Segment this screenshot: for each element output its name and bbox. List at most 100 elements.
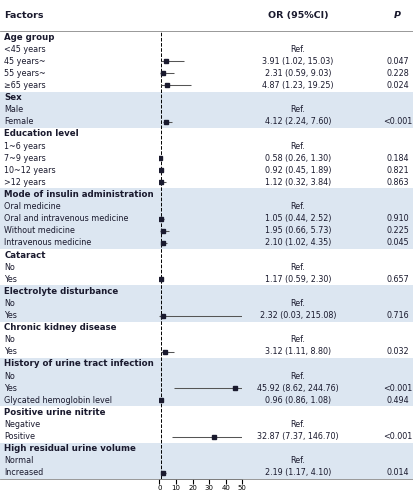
Text: Ref.: Ref. [290,262,305,272]
Text: Factors: Factors [4,11,43,20]
Bar [0,310,413,322]
Text: Education level: Education level [4,130,78,138]
Text: P: P [393,11,400,20]
Bar [0,455,413,467]
Bar [0,92,413,104]
Text: 0.716: 0.716 [385,311,408,320]
Text: Positive: Positive [4,432,35,441]
Bar [0,200,413,212]
Text: 1.95 (0.66, 5.73): 1.95 (0.66, 5.73) [264,226,330,235]
Text: 2.31 (0.59, 9.03): 2.31 (0.59, 9.03) [264,69,330,78]
Text: 1~6 years: 1~6 years [4,142,45,150]
Text: 3.91 (1.02, 15.03): 3.91 (1.02, 15.03) [262,57,333,66]
Bar [0,116,413,128]
Text: 0.032: 0.032 [385,348,408,356]
Bar [0,382,413,394]
Text: 2.32 (0.03, 215.08): 2.32 (0.03, 215.08) [259,311,335,320]
Text: 32.87 (7.37, 146.70): 32.87 (7.37, 146.70) [256,432,338,441]
Bar [0,394,413,406]
Text: >12 years: >12 years [4,178,46,187]
Text: Female: Female [4,118,33,126]
Text: Ref.: Ref. [290,456,305,466]
Text: 0.910: 0.910 [385,214,408,223]
Text: Ref.: Ref. [290,372,305,380]
Text: 0.863: 0.863 [385,178,408,187]
Text: Electrolyte disturbance: Electrolyte disturbance [4,287,118,296]
Text: 0.821: 0.821 [385,166,408,174]
Text: Negative: Negative [4,420,40,429]
Text: Age group: Age group [4,32,55,42]
Text: OR (95%CI): OR (95%CI) [267,11,328,20]
Bar [0,442,413,455]
Text: Oral medicine: Oral medicine [4,202,61,211]
Text: No: No [4,299,15,308]
Bar [0,286,413,298]
Bar [0,188,413,200]
Text: 45.92 (8.62, 244.76): 45.92 (8.62, 244.76) [256,384,338,392]
Text: 4.87 (1.23, 19.25): 4.87 (1.23, 19.25) [261,81,333,90]
Text: History of urine tract infection: History of urine tract infection [4,360,154,368]
Bar [0,224,413,237]
Text: 0.184: 0.184 [385,154,408,162]
Text: ≥65 years: ≥65 years [4,81,46,90]
Text: Chronic kidney disease: Chronic kidney disease [4,323,116,332]
Text: 0.225: 0.225 [385,226,408,235]
Text: 10~12 years: 10~12 years [4,166,56,174]
Text: <0.001: <0.001 [382,384,411,392]
Text: 0.657: 0.657 [385,274,408,283]
Text: 0.92 (0.45, 1.89): 0.92 (0.45, 1.89) [264,166,330,174]
Text: Intravenous medicine: Intravenous medicine [4,238,91,248]
Bar [0,467,413,479]
Text: Ref.: Ref. [290,44,305,54]
Text: No: No [4,372,15,380]
Text: <45 years: <45 years [4,44,46,54]
Text: Yes: Yes [4,274,17,283]
Text: 0.014: 0.014 [385,468,408,477]
Text: Ref.: Ref. [290,142,305,150]
Text: Sex: Sex [4,93,22,102]
Bar [0,298,413,310]
Text: Yes: Yes [4,311,17,320]
Bar [0,370,413,382]
Text: Normal: Normal [4,456,33,466]
Text: <0.001: <0.001 [382,118,411,126]
Text: 1.12 (0.32, 3.84): 1.12 (0.32, 3.84) [264,178,330,187]
Text: 0.96 (0.86, 1.08): 0.96 (0.86, 1.08) [264,396,330,405]
Text: Ref.: Ref. [290,336,305,344]
Text: 7~9 years: 7~9 years [4,154,46,162]
Text: Oral and intravenous medicine: Oral and intravenous medicine [4,214,128,223]
Text: 2.10 (1.02, 4.35): 2.10 (1.02, 4.35) [264,238,330,248]
Text: No: No [4,336,15,344]
Text: 45 years~: 45 years~ [4,57,46,66]
Text: Increased: Increased [4,468,43,477]
Text: <0.001: <0.001 [382,432,411,441]
Text: 0.494: 0.494 [385,396,408,405]
Bar [0,104,413,116]
Bar [0,212,413,224]
Text: Ref.: Ref. [290,105,305,114]
Text: 0.58 (0.26, 1.30): 0.58 (0.26, 1.30) [264,154,330,162]
Text: 2.19 (1.17, 4.10): 2.19 (1.17, 4.10) [264,468,330,477]
Text: Glycated hemoglobin level: Glycated hemoglobin level [4,396,112,405]
Text: 0.228: 0.228 [385,69,408,78]
Text: Mode of insulin administration: Mode of insulin administration [4,190,153,199]
Text: Cataract: Cataract [4,250,45,260]
Text: Without medicine: Without medicine [4,226,75,235]
Text: No: No [4,262,15,272]
Text: Yes: Yes [4,384,17,392]
Text: Ref.: Ref. [290,420,305,429]
Bar [0,358,413,370]
Text: Yes: Yes [4,348,17,356]
Bar [0,237,413,249]
Text: 0.045: 0.045 [385,238,408,248]
Text: Male: Male [4,105,23,114]
Text: Ref.: Ref. [290,202,305,211]
Text: Ref.: Ref. [290,299,305,308]
Text: 3.12 (1.11, 8.80): 3.12 (1.11, 8.80) [264,348,330,356]
Text: 1.17 (0.59, 2.30): 1.17 (0.59, 2.30) [264,274,330,283]
Text: High residual urine volume: High residual urine volume [4,444,136,453]
Text: 1.05 (0.44, 2.52): 1.05 (0.44, 2.52) [264,214,330,223]
Text: Positive urine nitrite: Positive urine nitrite [4,408,105,417]
Text: 0.024: 0.024 [385,81,408,90]
Text: 4.12 (2.24, 7.60): 4.12 (2.24, 7.60) [264,118,330,126]
